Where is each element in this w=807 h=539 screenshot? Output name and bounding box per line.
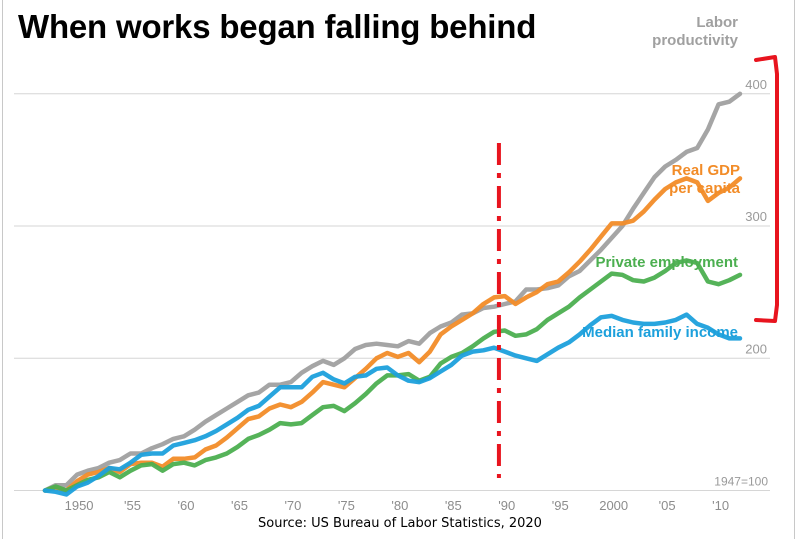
grid: [14, 93, 770, 491]
series-label-line: Real GDP: [672, 162, 740, 179]
left-border: [2, 0, 3, 539]
y-tick-label: 300: [745, 209, 767, 224]
x-tick-label: '70: [284, 498, 301, 513]
chart-title: When works began falling behind: [18, 8, 537, 45]
series-line-2: [42, 258, 743, 493]
y-tick-label: 1947=100: [714, 475, 768, 489]
series-label-3: Median family income: [582, 324, 738, 341]
series-lines: [42, 91, 743, 497]
gap-bracket: [754, 55, 779, 323]
series-label-line: Median family income: [582, 324, 738, 341]
x-tick-label: '10: [712, 498, 729, 513]
y-tick-label: 400: [745, 77, 767, 92]
series-label-line: Private employment: [595, 254, 738, 271]
x-tick-label: '60: [178, 498, 195, 513]
x-tick-label: 1950: [65, 498, 94, 513]
axis-ticks: 400 300 200 1947=100 1950 '55 '60 '65 '70 '75 '80 '…: [65, 77, 769, 513]
x-tick-label: '95: [552, 498, 569, 513]
x-tick-label: 2000: [599, 498, 628, 513]
series-label-2: Private employment: [595, 254, 738, 271]
series-line-3: [42, 312, 743, 497]
series-line-0: [42, 91, 743, 493]
series-label-1: Real GDP per capita: [669, 162, 741, 197]
series-label-line: per capita: [669, 180, 741, 197]
x-tick-label: '85: [445, 498, 462, 513]
annotations: [496, 55, 779, 478]
series-line-1: [42, 176, 743, 493]
y-tick-label: 200: [745, 341, 767, 356]
x-tick-label: '65: [231, 498, 248, 513]
series-labels: Labor productivity Real GDP per capita Priva…: [582, 14, 741, 341]
series-label-line: Labor: [696, 14, 738, 31]
source-note: Source: US Bureau of Labor Statistics, 2…: [258, 516, 542, 531]
x-tick-label: '90: [498, 498, 515, 513]
series-label-line: productivity: [652, 32, 738, 49]
x-tick-label: '75: [338, 498, 355, 513]
x-tick-label: '55: [124, 498, 141, 513]
right-border: [794, 0, 795, 539]
series-label-0: Labor productivity: [652, 14, 738, 49]
x-tick-label: '80: [391, 498, 408, 513]
x-tick-label: '05: [659, 498, 676, 513]
